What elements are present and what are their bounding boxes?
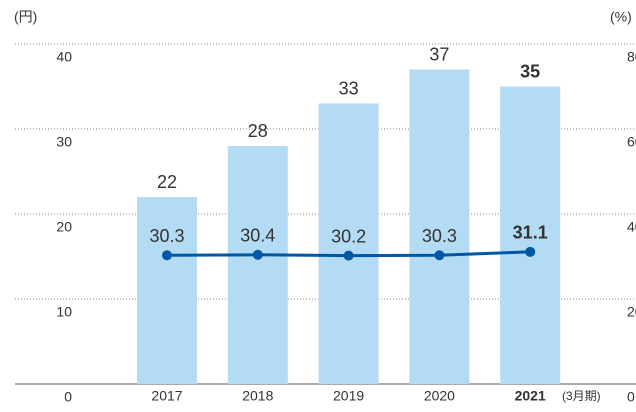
line-value-label: 30.4 [240, 226, 275, 246]
line-value-label: 30.3 [149, 226, 184, 246]
line-point [434, 250, 445, 261]
x-tick-label: 2020 [424, 388, 455, 404]
bar-value-label: 33 [339, 78, 359, 98]
line-point [343, 250, 354, 261]
line-value-label: 31.1 [513, 223, 548, 243]
y-tick-label: 40 [56, 49, 72, 65]
y2-axis-label: (%) [610, 9, 632, 25]
bar [500, 86, 561, 384]
x-unit: (3月期) [562, 389, 601, 403]
y2-tick-label: 40 [627, 219, 636, 235]
y-tick-label: 0 [64, 389, 72, 405]
line-value-label: 30.3 [422, 226, 457, 246]
y2-tick-label: 60 [627, 134, 636, 150]
x-tick-label: 2021 [515, 388, 546, 404]
line-point [162, 250, 172, 261]
y-tick-label: 20 [56, 219, 72, 235]
x-tick-label: 2019 [333, 388, 364, 404]
x-tick-label: 2018 [242, 388, 273, 404]
bar-value-label: 28 [248, 121, 268, 141]
bar [409, 69, 470, 384]
bar-value-label: 37 [429, 44, 449, 64]
x-tick-label: 2017 [151, 388, 182, 404]
y-tick-label: 30 [56, 134, 72, 150]
y2-tick-label: 80 [627, 49, 636, 65]
bar-value-label: 22 [157, 172, 177, 192]
line-point [525, 246, 536, 257]
bar-value-label: 35 [520, 61, 540, 81]
y-axis-label: (円) [14, 9, 37, 25]
y2-tick-label: 20 [627, 304, 636, 320]
bar [227, 146, 288, 384]
line-point [252, 249, 263, 260]
bar [137, 197, 197, 384]
line-value-label: 30.2 [331, 226, 366, 246]
y2-tick-label: 0 [627, 389, 635, 405]
bar [318, 103, 379, 384]
y-tick-label: 10 [56, 304, 72, 320]
